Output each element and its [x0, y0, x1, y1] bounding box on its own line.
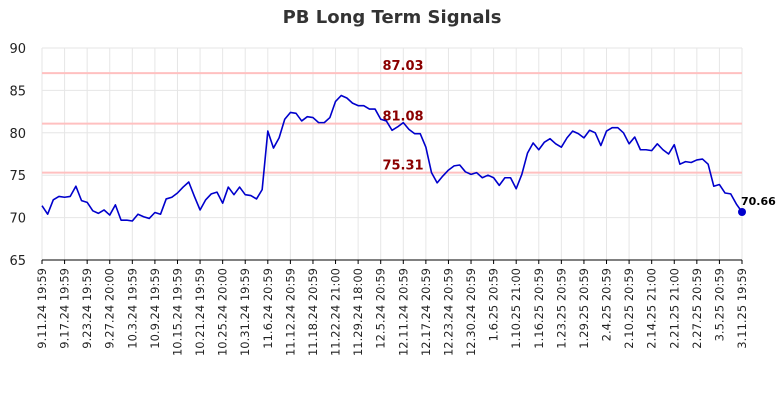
- x-tick-label: 12.17.24 20:59: [419, 268, 433, 356]
- x-tick-label: 10.3.24 19:59: [125, 268, 139, 349]
- x-tick-label: 1.29.25 20:59: [577, 268, 591, 349]
- x-tick-label: 9.11.24 19:59: [35, 268, 49, 349]
- x-tick-label: 9.23.24 19:59: [80, 268, 94, 349]
- last-point-marker: [738, 208, 746, 217]
- x-tick-label: 11.22.24 21:00: [329, 268, 343, 356]
- last-value-label: 70.66: [741, 195, 776, 208]
- x-tick-label: 1.23.25 20:59: [554, 268, 568, 349]
- y-tick-label: 70: [9, 212, 26, 227]
- signal-level-label: 87.03: [382, 59, 423, 74]
- x-tick-label: 10.21.24 19:59: [193, 268, 207, 356]
- y-tick-label: 65: [9, 254, 26, 269]
- x-tick-label: 11.18.24 20:59: [306, 268, 320, 356]
- x-tick-label: 12.5.24 20:59: [374, 268, 388, 349]
- x-tick-label: 12.11.24 20:59: [396, 268, 410, 356]
- x-tick-label: 2.14.25 21:00: [645, 268, 659, 349]
- y-tick-label: 80: [9, 127, 26, 142]
- x-tick-label: 12.30.24 20:59: [464, 268, 478, 356]
- x-tick-label: 10.31.24 19:59: [238, 268, 252, 356]
- x-tick-label: 2.4.25 20:59: [600, 268, 614, 341]
- x-tick-label: 11.29.24 18:00: [351, 268, 365, 356]
- price-line: [41, 94, 743, 222]
- x-tick-label: 2.27.25 20:59: [690, 268, 704, 349]
- signal-level-label: 81.08: [382, 110, 423, 125]
- y-tick-label: 90: [9, 42, 26, 57]
- x-tick-label: 11.6.24 20:59: [261, 268, 275, 349]
- x-tick-label: 1.6.25 20:59: [487, 268, 501, 341]
- x-tick-label: 3.11.25 19:59: [735, 268, 749, 349]
- x-tick-label: 1.10.25 21:00: [509, 268, 523, 349]
- x-tick-label: 2.10.25 20:59: [622, 268, 636, 349]
- x-tick-label: 10.9.24 19:59: [148, 268, 162, 349]
- chart-title: PB Long Term Signals: [282, 7, 502, 28]
- x-tick-label: 12.23.24 20:59: [441, 268, 455, 356]
- x-tick-label: 3.5.25 20:59: [712, 268, 726, 341]
- y-tick-label: 85: [9, 84, 26, 99]
- signal-level-label: 75.31: [382, 159, 423, 174]
- x-tick-label: 10.25.24 20:00: [216, 268, 230, 356]
- x-tick-label: 9.17.24 19:59: [58, 268, 72, 349]
- x-tick-label: 2.21.25 21:00: [667, 268, 681, 349]
- x-tick-label: 9.27.24 20:00: [103, 268, 117, 349]
- x-tick-label: 1.16.25 20:59: [532, 268, 546, 349]
- y-tick-label: 75: [9, 169, 26, 184]
- x-tick-label: 11.12.24 20:59: [283, 268, 297, 356]
- x-tick-label: 10.15.24 19:59: [170, 268, 184, 356]
